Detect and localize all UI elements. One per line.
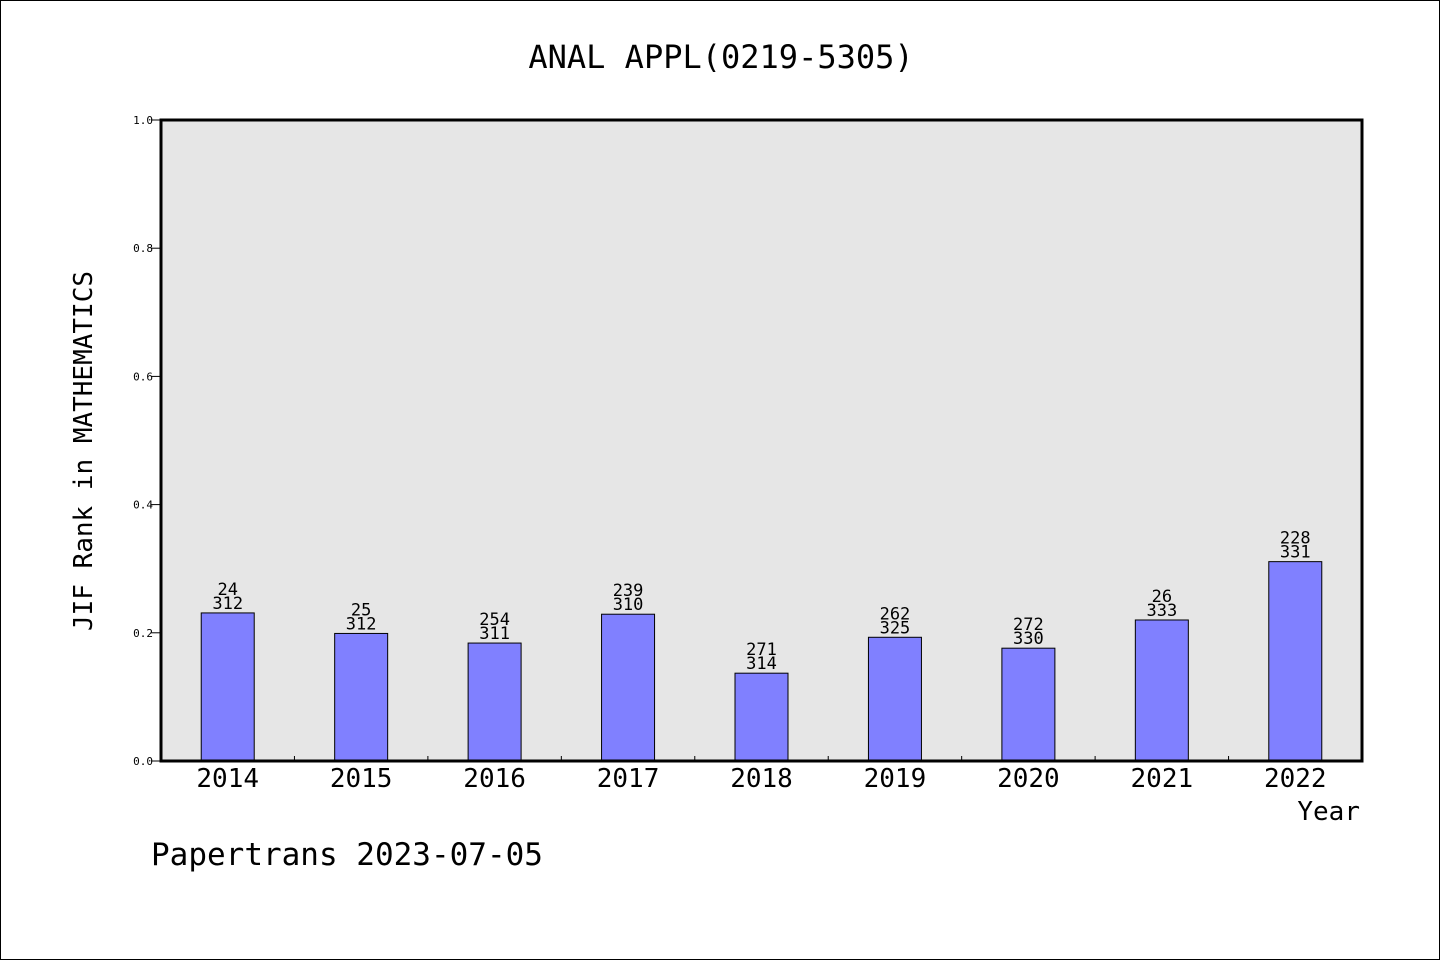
y-axis: 0.0 0.2 0.4 0.6 0.8 1.0 xyxy=(133,114,161,768)
bar-2014 xyxy=(200,612,255,762)
data-label-total: 314 xyxy=(746,654,777,674)
data-label-rank: 26 xyxy=(1152,587,1172,607)
bar-2016 xyxy=(467,642,522,762)
y-tick-label: 0.4 xyxy=(133,499,153,512)
data-label-rank: 271 xyxy=(746,640,777,660)
x-tick-label: 2020 xyxy=(997,764,1060,794)
bar-2020 xyxy=(1001,647,1056,762)
x-tick-label: 2021 xyxy=(1131,764,1194,794)
x-tick-label: 2014 xyxy=(196,764,259,794)
data-label-total: 333 xyxy=(1146,601,1177,621)
bar-2021 xyxy=(1134,619,1189,762)
bars xyxy=(200,561,1323,762)
bar-2015 xyxy=(334,632,389,762)
x-tick-label: 2016 xyxy=(463,764,526,794)
data-label-total: 330 xyxy=(1013,629,1044,649)
bar-2018 xyxy=(734,672,789,762)
chart-title: ANAL APPL(0219-5305) xyxy=(528,38,913,76)
plot-border xyxy=(159,118,1364,763)
y-tick-label: 0.0 xyxy=(133,755,153,768)
bar-2022 xyxy=(1268,561,1323,762)
data-label-total: 312 xyxy=(346,614,377,634)
x-tick-label: 2018 xyxy=(730,764,793,794)
data-label-rank: 239 xyxy=(613,581,644,601)
y-tick-label: 1.0 xyxy=(133,114,153,127)
y-tick-label: 0.6 xyxy=(133,370,153,383)
data-label-total: 325 xyxy=(880,618,911,638)
data-label-rank: 24 xyxy=(217,580,237,600)
x-axis-label: Year xyxy=(1297,797,1360,827)
data-label-rank: 254 xyxy=(479,610,510,630)
footer-credit: Papertrans 2023-07-05 xyxy=(151,837,543,873)
data-label-total: 310 xyxy=(613,595,644,615)
x-axis: 2014 2015 2016 2017 2018 2019 2020 2021 2022 xyxy=(196,756,1327,794)
data-label-rank: 262 xyxy=(880,604,911,624)
y-tick-label: 0.8 xyxy=(133,242,153,255)
y-axis-label: JIF Rank in MATHEMATICS xyxy=(69,271,99,631)
bar-2017 xyxy=(601,613,656,762)
x-tick-label: 2019 xyxy=(864,764,927,794)
data-label-total: 312 xyxy=(212,594,243,614)
data-label-rank: 272 xyxy=(1013,615,1044,635)
data-label-rank: 228 xyxy=(1280,529,1311,549)
bar-2019 xyxy=(867,636,922,762)
data-label-rank: 25 xyxy=(351,600,371,620)
y-tick-label: 0.2 xyxy=(133,627,153,640)
x-tick-label: 2017 xyxy=(597,764,660,794)
x-tick-label: 2015 xyxy=(330,764,393,794)
data-label-total: 331 xyxy=(1280,543,1311,563)
data-label-total: 311 xyxy=(479,624,510,644)
x-tick-label: 2022 xyxy=(1264,764,1327,794)
